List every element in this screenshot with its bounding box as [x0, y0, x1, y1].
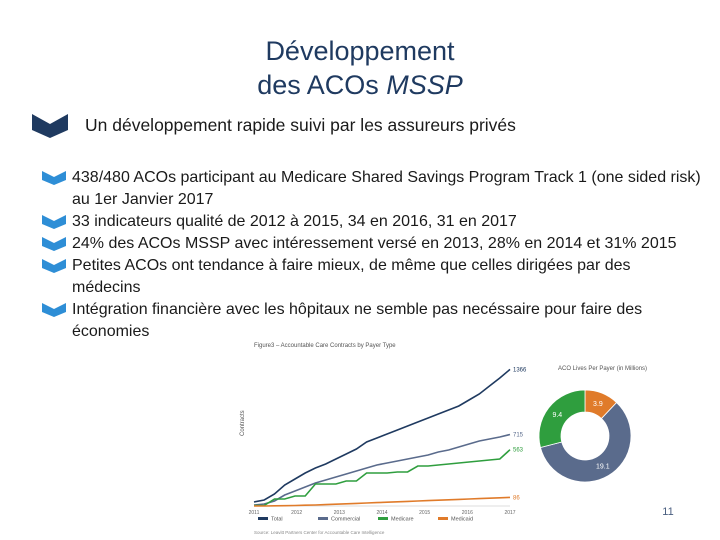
bullet-list: 438/480 ACOs participant au Medicare Sha… — [42, 167, 702, 343]
x-tick-label: 2017 — [504, 510, 515, 516]
wing-bullet-icon — [42, 259, 66, 273]
line-chart-source: Source: Leavitt Partners Center for Acco… — [254, 530, 385, 535]
legend-swatch — [318, 517, 328, 520]
bullet-item: 33 indicateurs qualité de 2012 à 2015, 3… — [42, 211, 702, 233]
main-bullet: Un développement rapide suivi par les as… — [32, 112, 516, 138]
legend-swatch — [378, 517, 388, 520]
embedded-figure: Figure3 – Accountable Care Contracts by … — [228, 336, 712, 540]
title-line-2-plain: des ACOs — [257, 70, 387, 100]
line-chart-legend: Total Commercial Medicare Medicaid — [258, 517, 473, 523]
title-line-2: des ACOs MSSP — [0, 68, 720, 102]
title-line-2-italic: MSSP — [386, 70, 463, 100]
title-line-1: Développement — [265, 36, 455, 66]
x-tick-label: 2013 — [334, 510, 345, 516]
bullet-item: Petites ACOs ont tendance à faire mieux,… — [42, 255, 702, 299]
line-chart-ylabel: Contracts — [240, 410, 246, 436]
x-tick-label: 2014 — [376, 510, 387, 516]
donut-chart: 3.9 19.1 9.4 — [538, 389, 632, 483]
legend-swatch — [258, 517, 268, 520]
x-tick-label: 2011 — [249, 510, 260, 516]
wing-bullet-icon — [42, 171, 66, 185]
bullet-item: 438/480 ACOs participant au Medicare Sha… — [42, 167, 702, 211]
main-bullet-text: Un développement rapide suivi par les as… — [85, 114, 516, 135]
series-end-label: 563 — [513, 448, 524, 454]
donut-slice-label: 3.9 — [593, 401, 603, 408]
wing-bullet-icon — [42, 303, 66, 317]
legend-swatch — [438, 517, 448, 520]
page-number: 11 — [662, 506, 674, 518]
line-chart-x-ticks: 2011 2012 2013 2014 2015 2016 2017 — [249, 510, 516, 516]
wing-bullet-icon — [42, 215, 66, 229]
bullet-text: 24% des ACOs MSSP avec intéressement ver… — [72, 235, 677, 252]
slide-title: Développement des ACOs MSSP — [0, 34, 720, 102]
series-end-label: 715 — [513, 433, 524, 439]
bullet-text: 33 indicateurs qualité de 2012 à 2015, 3… — [72, 213, 517, 230]
line-chart-title: Figure3 – Accountable Care Contracts by … — [254, 343, 396, 349]
series-end-label: 1366 — [513, 367, 527, 373]
legend-label: Medicaid — [451, 517, 473, 523]
bullet-text: 438/480 ACOs participant au Medicare Sha… — [72, 169, 701, 208]
bullet-text: Intégration financière avec les hôpitaux… — [72, 301, 643, 340]
donut-slice-label: 9.4 — [552, 412, 562, 419]
x-tick-label: 2016 — [462, 510, 473, 516]
legend-label: Medicare — [391, 517, 414, 523]
series-end-label: 86 — [513, 495, 520, 501]
donut-slice — [538, 389, 586, 448]
line-chart-plot: 1366 715 563 86 — [253, 367, 527, 507]
series-line-medicare — [254, 449, 511, 507]
legend-label: Commercial — [331, 517, 360, 523]
x-tick-label: 2012 — [291, 510, 302, 516]
x-tick-label: 2015 — [419, 510, 430, 516]
series-line-total — [253, 368, 511, 503]
series-line-medicaid — [254, 496, 511, 507]
donut-slice-label: 19.1 — [596, 464, 610, 471]
chevron-bullet-icon — [32, 114, 68, 138]
donut-slice — [539, 401, 632, 483]
legend-label: Total — [271, 517, 283, 523]
figure-canvas: Figure3 – Accountable Care Contracts by … — [240, 343, 647, 535]
bullet-item: 24% des ACOs MSSP avec intéressement ver… — [42, 233, 702, 255]
bullet-text: Petites ACOs ont tendance à faire mieux,… — [72, 257, 631, 296]
wing-bullet-icon — [42, 237, 66, 251]
bullet-item: Intégration financière avec les hôpitaux… — [42, 299, 702, 343]
series-line-commercial — [253, 433, 511, 506]
donut-title: ACO Lives Per Payer (in Millions) — [558, 366, 647, 372]
